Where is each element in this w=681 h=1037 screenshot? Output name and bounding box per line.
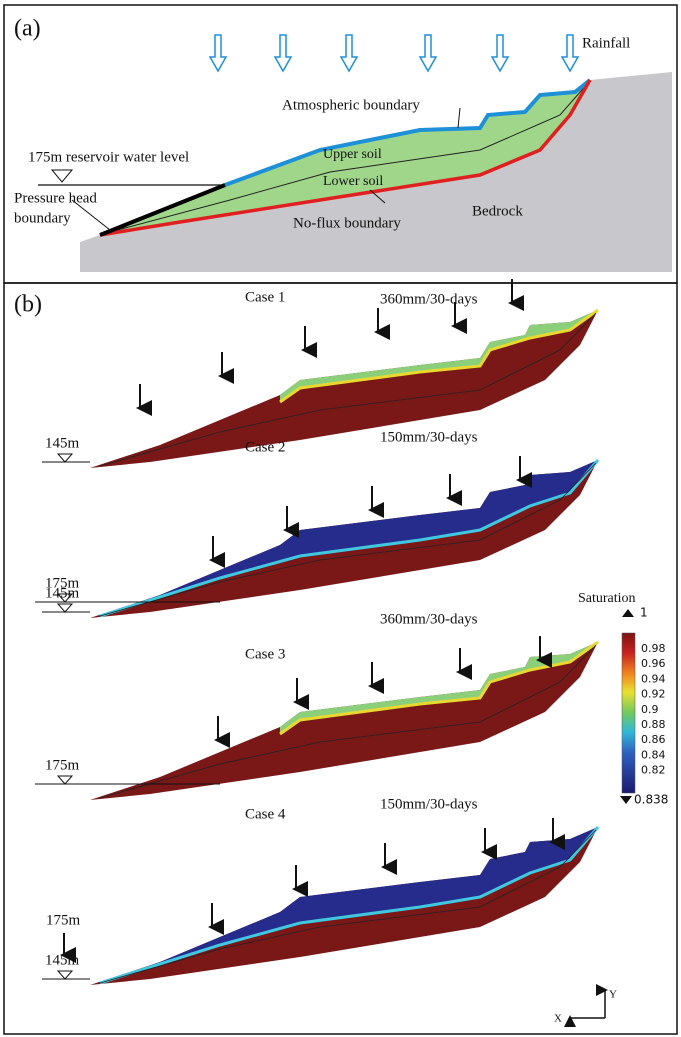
panel-b-frame — [3, 282, 678, 1035]
colorbar-tick: 0.86 — [641, 733, 666, 746]
panel-a: (a) Rainfall Atmospheric boundary Upper … — [14, 16, 672, 272]
label: boundary — [14, 210, 71, 226]
soil-interface — [109, 82, 589, 233]
min-arrow — [620, 796, 632, 804]
water-symbol — [56, 593, 74, 603]
colorbar-tick: 0.84 — [641, 748, 666, 761]
water-symbol — [56, 775, 74, 785]
level-label: 175m — [45, 757, 80, 773]
label: Rainfall — [582, 35, 630, 51]
max-arrow — [622, 609, 634, 617]
case-title: Case 2 — [245, 439, 285, 455]
case-title: Case 3 — [245, 646, 285, 662]
rain-arrow — [560, 34, 580, 73]
slope-body — [90, 310, 598, 468]
rain-arrows — [208, 34, 580, 73]
axis-label: X — [554, 1013, 562, 1025]
slope-body — [90, 642, 598, 800]
rain-arrow — [273, 34, 293, 73]
water-symbol — [56, 603, 74, 613]
rain-arrow — [418, 34, 438, 73]
leader — [369, 189, 386, 204]
leader — [457, 107, 461, 129]
panel-label: (a) — [14, 16, 41, 42]
soil-interface — [99, 644, 597, 799]
rainfall-label: 360mm/30-days — [380, 611, 478, 627]
rainfall-label: 150mm/30-days — [380, 796, 478, 812]
atmospheric-boundary — [224, 78, 592, 187]
upper-layer — [100, 827, 598, 983]
rain-arrow — [339, 34, 359, 73]
pressure-boundary — [99, 183, 226, 237]
panel-label: (b) — [14, 292, 42, 318]
rainfall-label: 360mm/30-days — [380, 291, 478, 307]
label: Atmospheric boundary — [282, 97, 420, 113]
colorbar-tick: 0.88 — [641, 718, 666, 731]
bedrock — [80, 72, 672, 272]
colorbar-tick: 0.9 — [641, 703, 659, 716]
water-symbol — [50, 169, 74, 183]
water-symbol — [56, 453, 74, 463]
rain-arrow — [490, 34, 510, 73]
panel-b: (b) Case 1 360mm/30-days 145m Case 2 150mm/3… — [14, 279, 600, 985]
soil-interface — [99, 312, 597, 467]
colorbar-tick: 0.96 — [641, 657, 666, 670]
level-label: 145m — [45, 435, 80, 451]
wetting-front — [99, 459, 600, 618]
label: Bedrock — [472, 203, 523, 219]
colorbar-bar — [621, 632, 636, 794]
wetting-front — [279, 640, 599, 736]
wetting-front — [99, 826, 600, 985]
label: Upper soil — [323, 147, 382, 162]
case-title: Case 1 — [245, 289, 285, 305]
colorbar-tick: 0.98 — [641, 642, 666, 655]
colorbar-tick: 0.94 — [641, 672, 666, 685]
wetting-front — [279, 308, 599, 404]
soil-interface — [99, 462, 597, 617]
colorbar-title: Saturation — [578, 591, 636, 606]
colorbar: Saturation 1 0.98 0.96 0.94 0.92 0.9 0.88 0.86… — [578, 591, 668, 806]
water-symbol — [56, 970, 74, 980]
upper-layer — [100, 460, 598, 616]
axes-indicator: Y X — [554, 984, 617, 1027]
colorbar-tick: 0.82 — [641, 764, 666, 777]
colorbar-tick: 0.92 — [641, 688, 666, 701]
colorbar-max: 1 — [640, 606, 648, 620]
case-title: Case 4 — [245, 806, 286, 822]
colorbar-min: 0.838 — [634, 793, 668, 807]
no-flux-boundary — [99, 79, 592, 237]
rain-arrow — [208, 34, 228, 73]
label: Pressure head — [14, 190, 97, 206]
level-label: 175m — [46, 912, 81, 928]
soil-interface — [99, 829, 597, 984]
label: No-flux boundary — [293, 215, 401, 231]
soil — [100, 80, 590, 235]
level-label: 145m — [45, 952, 80, 968]
label: 175m reservoir water level — [28, 149, 189, 165]
rainfall-label: 150mm/30-days — [380, 429, 478, 445]
axis-label: Y — [609, 989, 617, 1001]
level-label: 145m — [45, 585, 80, 601]
leader — [71, 199, 111, 231]
level-label: 175m — [45, 575, 80, 591]
label: Lower soil — [323, 174, 383, 189]
